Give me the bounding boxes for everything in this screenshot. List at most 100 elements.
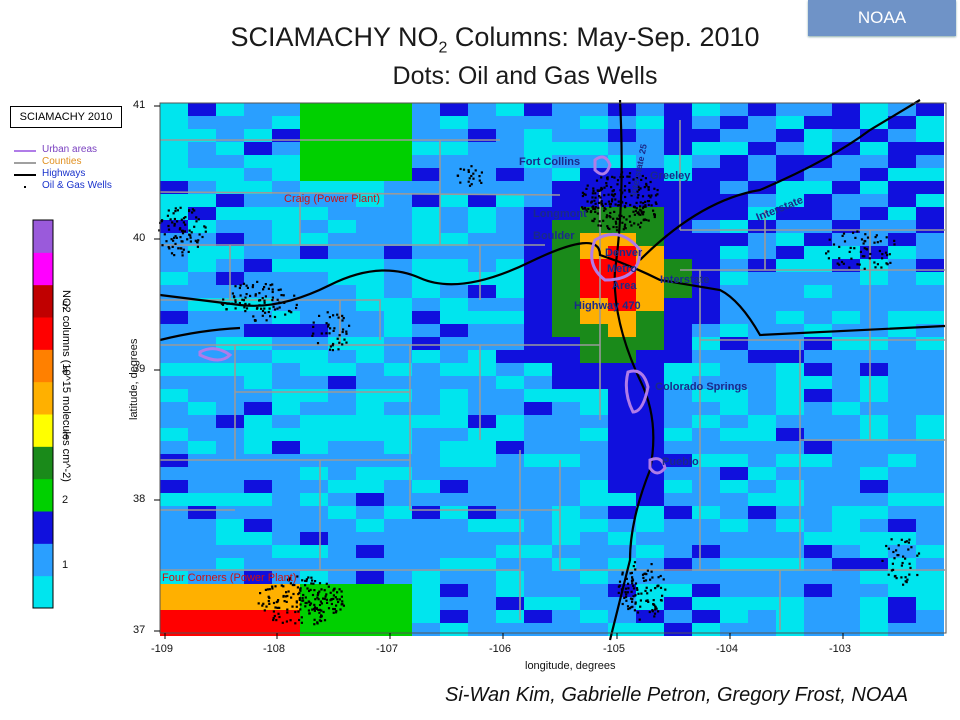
no2-cell — [636, 571, 664, 584]
no2-cell — [860, 298, 888, 311]
no2-cell — [552, 285, 580, 298]
well-dot — [193, 225, 196, 228]
no2-cell — [888, 415, 916, 428]
no2-cell — [776, 350, 804, 363]
no2-cell — [832, 350, 860, 363]
no2-cell — [160, 324, 188, 337]
well-dot — [191, 208, 194, 211]
no2-cell — [580, 363, 608, 376]
no2-cell — [356, 233, 384, 246]
no2-cell — [552, 207, 580, 220]
no2-cell — [636, 324, 664, 337]
no2-cell — [384, 116, 412, 129]
no2-cell — [496, 311, 524, 324]
no2-cell — [636, 493, 664, 506]
no2-cell — [496, 337, 524, 350]
well-dot — [222, 298, 225, 301]
no2-cell — [664, 610, 692, 623]
no2-cell — [384, 506, 412, 519]
no2-grid-cells — [160, 103, 944, 636]
well-dot — [627, 587, 630, 590]
no2-cell — [356, 584, 384, 597]
well-dot — [606, 225, 609, 228]
no2-cell — [468, 571, 496, 584]
well-dot — [842, 232, 846, 235]
no2-cell — [216, 415, 244, 428]
well-dot — [327, 323, 330, 326]
no2-cell — [468, 259, 496, 272]
well-dot — [261, 604, 264, 607]
well-dot — [286, 578, 290, 581]
well-dot — [335, 604, 338, 607]
well-dot — [296, 575, 299, 578]
place-label: Area — [612, 280, 637, 292]
no2-cell — [552, 168, 580, 181]
axis-ticks — [154, 105, 844, 639]
well-dot — [267, 595, 270, 598]
no2-cell — [888, 311, 916, 324]
no2-cell — [440, 558, 468, 571]
no2-cell — [160, 103, 188, 116]
well-dot — [881, 559, 884, 562]
no2-cell — [692, 272, 720, 285]
well-dot — [599, 189, 602, 192]
well-dot — [904, 576, 907, 579]
well-dot — [239, 294, 242, 297]
well-dot — [277, 612, 280, 615]
place-label: Greeley — [650, 170, 691, 182]
well-dot — [341, 319, 344, 322]
no2-cell — [720, 168, 748, 181]
no2-cell — [300, 597, 328, 610]
no2-cell — [244, 558, 272, 571]
no2-cell — [776, 155, 804, 168]
well-dot — [234, 300, 237, 304]
well-dot — [620, 173, 623, 176]
well-dot — [284, 595, 288, 598]
no2-cell — [272, 103, 300, 116]
well-dot — [170, 238, 173, 241]
well-dot — [258, 292, 261, 295]
no2-cell — [916, 259, 944, 272]
well-dot — [341, 330, 344, 334]
no2-cell — [440, 454, 468, 467]
well-dot — [630, 224, 633, 227]
oil-gas-wells — [158, 165, 921, 626]
well-dot — [308, 603, 312, 607]
no2-cell — [272, 441, 300, 454]
no2-cell — [664, 155, 692, 168]
colorbar-swatch — [33, 414, 53, 447]
no2-cell — [468, 363, 496, 376]
well-dot — [181, 232, 185, 235]
no2-cell — [916, 168, 944, 181]
no2-cell — [748, 467, 776, 480]
well-dot — [459, 167, 462, 171]
no2-cell — [860, 545, 888, 558]
well-dot — [323, 589, 326, 592]
legend-swatch — [14, 150, 36, 152]
no2-cell — [832, 389, 860, 402]
well-dot — [168, 247, 171, 250]
no2-cell — [916, 285, 944, 298]
no2-cell — [580, 129, 608, 142]
well-dot — [284, 313, 287, 316]
well-dot — [293, 583, 296, 587]
well-dot — [644, 579, 648, 582]
no2-cell — [692, 532, 720, 545]
well-dot — [603, 209, 606, 212]
no2-cell — [524, 597, 552, 610]
well-dot — [878, 249, 881, 253]
well-dot — [167, 246, 170, 249]
well-dot — [630, 194, 633, 197]
well-dot — [907, 541, 910, 544]
no2-cell — [664, 337, 692, 350]
no2-cell — [916, 194, 944, 207]
no2-cell — [580, 337, 608, 350]
well-dot — [631, 605, 634, 608]
no2-cell — [244, 389, 272, 402]
well-dot — [283, 301, 286, 304]
well-dot — [629, 203, 632, 207]
well-dot — [328, 316, 331, 319]
no2-cell — [272, 337, 300, 350]
well-dot — [853, 247, 856, 250]
well-dot — [612, 189, 615, 192]
